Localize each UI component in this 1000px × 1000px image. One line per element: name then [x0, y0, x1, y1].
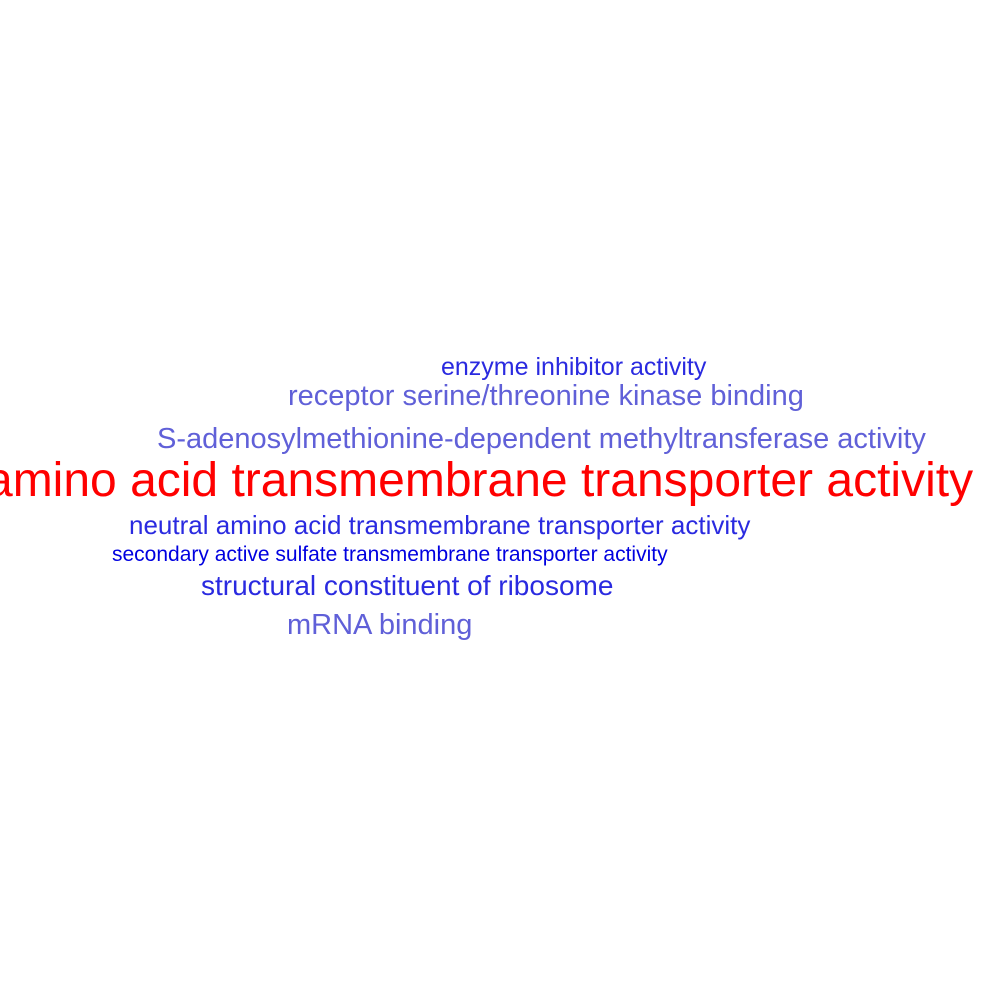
- word-enzyme-inhibitor-activity: enzyme inhibitor activity: [441, 353, 707, 381]
- word-mrna-binding: mRNA binding: [287, 609, 473, 641]
- word-s-adenosylmethionine-dependent-methyltransferase-activity: S-adenosylmethionine-dependent methyltra…: [157, 423, 926, 455]
- word-structural-constituent-of-ribosome: structural constituent of ribosome: [201, 570, 614, 601]
- word-neutral-amino-acid-transmembrane-transporter-activity: neutral amino acid transmembrane transpo…: [129, 510, 751, 540]
- word-receptor-serine-threonine-kinase-binding: receptor serine/threonine kinase binding: [288, 380, 804, 412]
- word-amino-acid-transmembrane-transporter-activity: amino acid transmembrane transporter act…: [0, 454, 974, 507]
- word-secondary-active-sulfate-transmembrane-transporter-activity: secondary active sulfate transmembrane t…: [112, 543, 668, 566]
